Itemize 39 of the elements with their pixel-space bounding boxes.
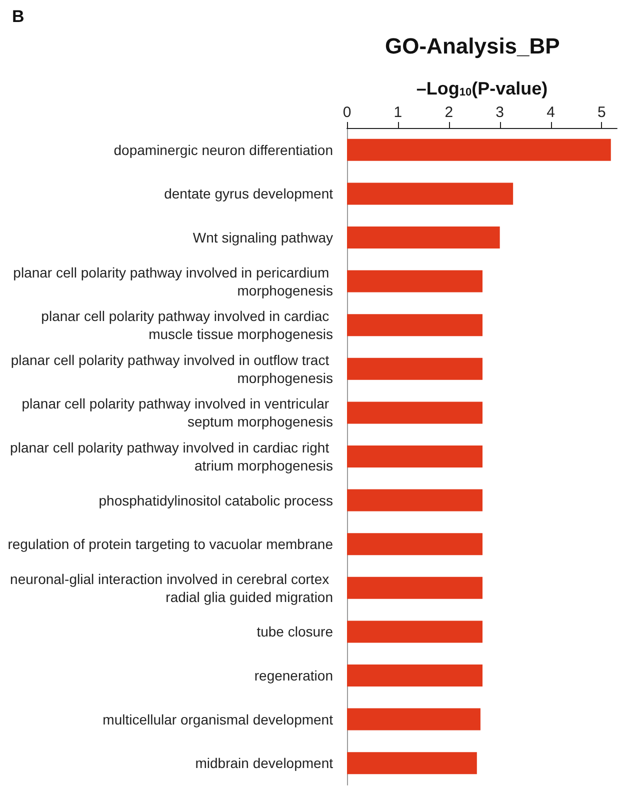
x-axis-title: –Log10(P-value) bbox=[416, 78, 548, 98]
y-tick-label: planar cell polarity pathway involved in pericardium morphogenesis bbox=[13, 264, 333, 298]
chart-title: GO-Analysis_BP bbox=[385, 34, 560, 58]
y-tick-label: regulation of protein targeting to vacuolar membrane bbox=[8, 536, 334, 552]
bar bbox=[347, 752, 477, 774]
x-tick-label: 3 bbox=[496, 104, 504, 121]
y-tick-label: phosphatidylinositol catabolic process bbox=[98, 492, 333, 508]
y-tick-label: planar cell polarity pathway involved in cardiac right atrium morphogenesis bbox=[10, 440, 333, 474]
bar bbox=[347, 270, 483, 292]
y-tick-label: dentate gyrus development bbox=[164, 186, 334, 202]
bar bbox=[347, 314, 483, 336]
y-tick-label: Wnt signaling pathway bbox=[192, 230, 333, 246]
y-tick-label: neuronal-glial interaction involved in cerebral cortex radial glia guided migration bbox=[10, 570, 333, 605]
bar bbox=[347, 138, 611, 161]
bar bbox=[347, 182, 514, 205]
bar bbox=[347, 446, 483, 468]
bar bbox=[347, 664, 483, 686]
y-tick-label: planar cell polarity pathway involved in ventricular septum morphogenesis bbox=[22, 396, 333, 430]
bar bbox=[347, 576, 483, 599]
bar bbox=[347, 489, 483, 512]
x-tick-label: 4 bbox=[546, 104, 555, 121]
y-tick-label: planar cell polarity pathway involved in cardiac muscle tissue morphogenesis bbox=[41, 308, 333, 342]
y-tick-label: midbrain development bbox=[195, 755, 334, 772]
bar bbox=[347, 533, 483, 556]
x-tick-label: 2 bbox=[444, 104, 454, 121]
y-tick-label: tube closure bbox=[256, 624, 334, 640]
bar bbox=[347, 358, 483, 380]
bar bbox=[347, 402, 483, 424]
text: B bbox=[12, 7, 24, 26]
bar bbox=[347, 226, 500, 248]
x-tick-label: 0 bbox=[342, 104, 352, 121]
bar bbox=[347, 620, 483, 643]
x-tick-label: 5 bbox=[598, 104, 606, 121]
y-tick-label: planar cell polarity pathway involved in outflow tract morphogenesis bbox=[10, 352, 333, 386]
bar bbox=[347, 708, 480, 730]
x-tick-label: 1 bbox=[394, 104, 402, 121]
y-tick-label: multicellular organismal development bbox=[102, 711, 334, 728]
y-tick-label: regeneration bbox=[254, 668, 333, 684]
y-tick-label: dopaminergic neuron differentiation bbox=[114, 142, 333, 158]
